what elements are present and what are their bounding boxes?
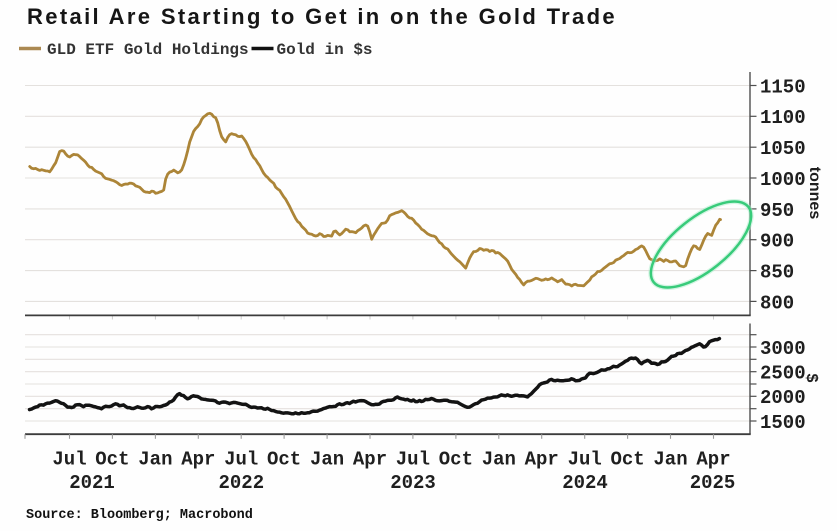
svg-text:1100: 1100 bbox=[760, 107, 806, 129]
svg-text:Jul: Jul bbox=[52, 449, 86, 471]
svg-text:Oct: Oct bbox=[95, 449, 129, 471]
svg-text:Retail Are Starting to Get in: Retail Are Starting to Get in on the Gol… bbox=[27, 4, 617, 29]
svg-text:1150: 1150 bbox=[760, 76, 806, 98]
svg-text:850: 850 bbox=[760, 262, 794, 284]
svg-text:2022: 2022 bbox=[218, 472, 264, 494]
svg-text:Jul: Jul bbox=[396, 449, 430, 471]
svg-text:GLD ETF Gold Holdings: GLD ETF Gold Holdings bbox=[47, 41, 249, 59]
svg-text:Jan: Jan bbox=[310, 449, 344, 471]
svg-text:1500: 1500 bbox=[760, 412, 806, 434]
svg-text:Apr: Apr bbox=[181, 449, 215, 471]
svg-text:2021: 2021 bbox=[69, 472, 115, 494]
svg-text:Apr: Apr bbox=[696, 449, 730, 471]
svg-text:Oct: Oct bbox=[439, 449, 473, 471]
svg-text:Oct: Oct bbox=[267, 449, 301, 471]
svg-text:2024: 2024 bbox=[562, 472, 608, 494]
svg-text:Jul: Jul bbox=[224, 449, 258, 471]
svg-text:1050: 1050 bbox=[760, 138, 806, 160]
svg-text:tonnes: tonnes bbox=[806, 167, 823, 220]
svg-text:Oct: Oct bbox=[610, 449, 644, 471]
svg-text:Jul: Jul bbox=[568, 449, 602, 471]
svg-text:$: $ bbox=[803, 374, 820, 383]
svg-text:900: 900 bbox=[760, 231, 794, 253]
svg-text:3000: 3000 bbox=[760, 338, 806, 360]
svg-text:2000: 2000 bbox=[760, 387, 806, 409]
svg-text:Jan: Jan bbox=[138, 449, 172, 471]
svg-text:2023: 2023 bbox=[390, 472, 436, 494]
svg-text:2500: 2500 bbox=[760, 363, 806, 385]
svg-text:Apr: Apr bbox=[525, 449, 559, 471]
svg-text:950: 950 bbox=[760, 200, 794, 222]
svg-text:Apr: Apr bbox=[353, 449, 387, 471]
svg-text:2025: 2025 bbox=[690, 472, 736, 494]
svg-text:Jan: Jan bbox=[482, 449, 516, 471]
svg-text:Jan: Jan bbox=[653, 449, 687, 471]
svg-text:800: 800 bbox=[760, 292, 794, 314]
svg-text:Gold in $s: Gold in $s bbox=[277, 41, 373, 59]
svg-text:Source: Bloomberg; Macrobond: Source: Bloomberg; Macrobond bbox=[26, 508, 253, 523]
svg-text:1000: 1000 bbox=[760, 169, 806, 191]
